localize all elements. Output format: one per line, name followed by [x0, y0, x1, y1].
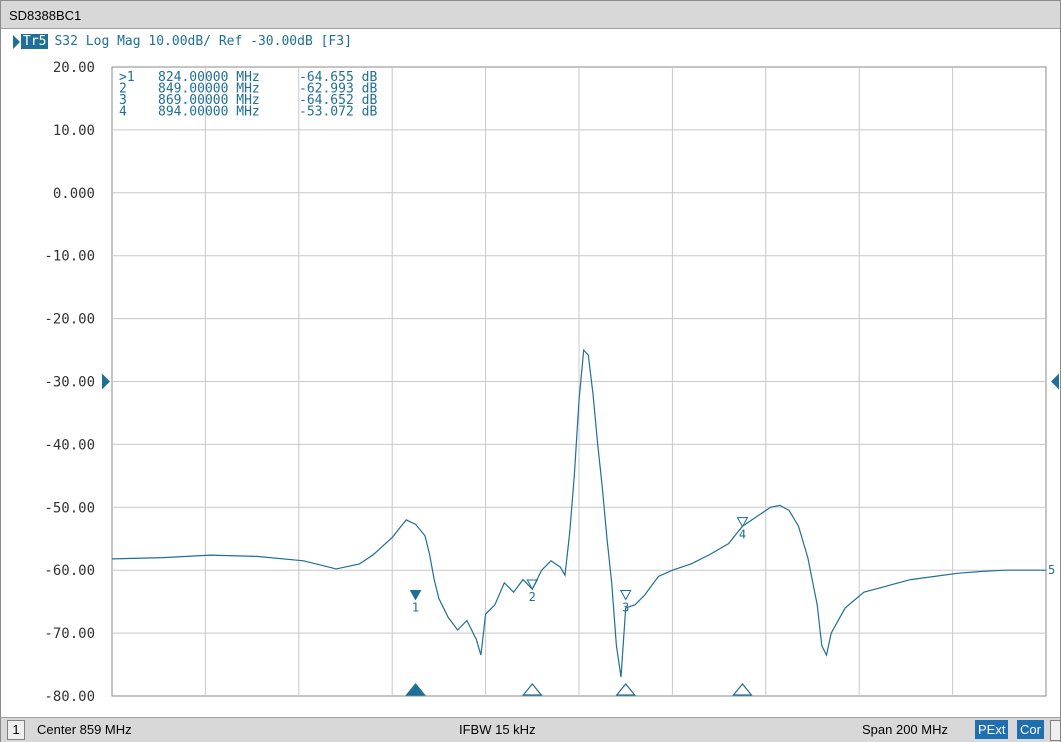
marker-readout-frequency: 849.00000 MHz	[158, 82, 260, 97]
marker-1-label: 1	[412, 600, 419, 614]
trace-id-badge[interactable]: Tr5	[21, 34, 49, 49]
y-tick-label: 20.00	[53, 60, 95, 76]
window-titlebar[interactable]: SD8388BC1	[1, 1, 1060, 29]
y-tick-label: -10.00	[44, 249, 95, 265]
marker-3-label: 3	[622, 600, 629, 614]
marker-readout-number: 4	[119, 105, 127, 120]
trace-header[interactable]: Tr5 S32 Log Mag 10.00dB/ Ref -30.00dB [F3…	[13, 34, 352, 52]
span-frequency[interactable]: Span 200 MHz	[862, 722, 948, 737]
marker-readout-number: >1	[119, 70, 135, 85]
marker-2-triangle-icon	[526, 579, 539, 591]
reference-level-left-arrow-icon	[102, 373, 110, 390]
y-axis-tick-labels: 20.00 10.00 0.000 -10.00 -20.00 -30.00 -40.00 -…	[44, 60, 95, 705]
marker-4-triangle-icon	[736, 517, 749, 528]
center-frequency[interactable]: Center 859 MHz	[37, 722, 132, 737]
marker-2-position-icon	[522, 683, 543, 696]
s32-trace-line	[111, 348, 1046, 678]
marker-2-label: 2	[529, 590, 536, 604]
y-tick-label: -50.00	[44, 500, 95, 516]
marker-readout-number: 2	[119, 82, 127, 97]
y-tick-label: -40.00	[44, 437, 95, 453]
marker-readout-value: -62.993 dB	[299, 82, 377, 97]
marker-readout-value: -64.652 dB	[299, 93, 377, 108]
if-bandwidth[interactable]: IFBW 15 kHz	[459, 722, 536, 737]
channel-number[interactable]: 1	[7, 720, 25, 740]
marker-4-label: 4	[739, 528, 746, 542]
marker-1-triangle-icon	[409, 589, 422, 601]
y-tick-label: 10.00	[53, 123, 95, 139]
marker-readout-table: >1 824.00000 MHz -64.655 dB 2 849.00000 MHz…	[119, 70, 377, 120]
trace-end-label: 5	[1048, 563, 1055, 577]
error-correction-badge[interactable]: Cor	[1017, 720, 1044, 739]
trace-settings-text: S32 Log Mag 10.00dB/ Ref -30.00dB [F3]	[54, 34, 352, 49]
reference-indicators: 5	[102, 373, 1059, 577]
marker-symbols: 1 2 3 4	[405, 517, 753, 696]
window-title: SD8388BC1	[9, 8, 82, 23]
marker-1-position-icon	[405, 683, 426, 696]
marker-readout-value: -53.072 dB	[299, 105, 377, 120]
y-tick-label: -80.00	[44, 689, 95, 705]
status-bar-end-cap	[1050, 720, 1061, 741]
marker-readout-frequency: 869.00000 MHz	[158, 93, 260, 108]
status-bar: 1 Center 859 MHz IFBW 15 kHz Span 200 MH…	[1, 717, 1061, 742]
y-tick-label: -60.00	[44, 563, 95, 579]
marker-readout-number: 3	[119, 93, 127, 108]
y-tick-label: 0.000	[53, 186, 95, 202]
marker-3-triangle-icon	[619, 589, 632, 601]
y-tick-label: -70.00	[44, 626, 95, 642]
marker-3-position-icon	[615, 683, 636, 696]
sparameter-plot[interactable]: 20.00 10.00 0.000 -10.00 -20.00 -30.00 -40.00 -…	[1, 56, 1060, 716]
active-trace-arrow-icon	[13, 34, 20, 49]
marker-4-position-icon	[732, 683, 753, 696]
marker-readout-value: -64.655 dB	[299, 70, 377, 85]
y-tick-label: -30.00	[44, 375, 95, 391]
marker-readout-frequency: 824.00000 MHz	[158, 70, 260, 85]
plot-grid	[111, 66, 1047, 697]
marker-readout-frequency: 894.00000 MHz	[158, 105, 260, 120]
reference-level-right-arrow-icon	[1051, 373, 1059, 390]
port-extension-badge[interactable]: PExt	[975, 720, 1009, 739]
y-tick-label: -20.00	[44, 312, 95, 328]
